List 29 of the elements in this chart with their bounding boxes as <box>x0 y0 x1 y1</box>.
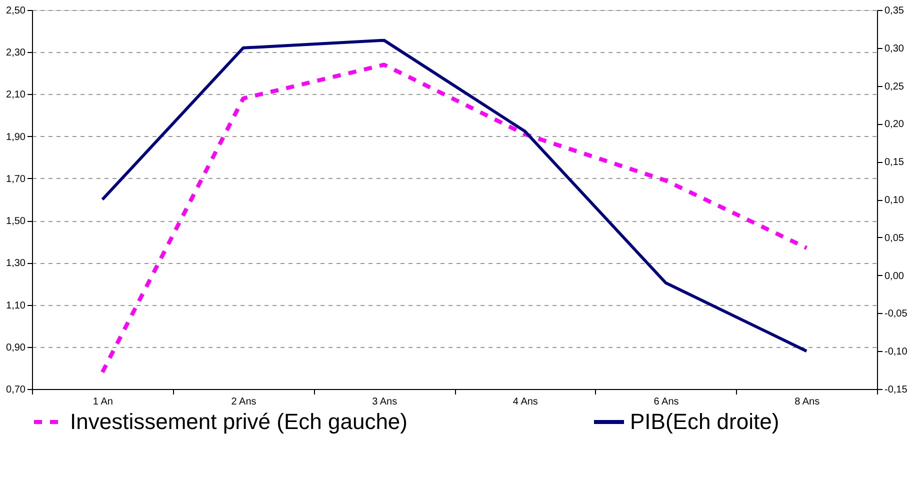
legend-label: Investissement privé (Ech gauche) <box>70 409 408 434</box>
y2-tick-label: 0,25 <box>884 81 904 92</box>
y2-tick-label: 0,05 <box>884 232 904 244</box>
y2-tick-label: 0,20 <box>884 119 904 130</box>
y-tick-label: 2,10 <box>6 90 26 101</box>
y-tick-label: 2,30 <box>6 48 26 59</box>
x-tick-label: 3 Ans <box>372 396 398 408</box>
y2-tick-label: 0,10 <box>884 195 904 206</box>
x-tick-label: 2 Ans <box>231 396 256 408</box>
y-tick-label: 1,70 <box>6 174 26 185</box>
x-tick-label: 8 Ans <box>794 396 820 408</box>
y-tick-label: 1,10 <box>6 300 26 312</box>
y2-tick-label: -0,15 <box>884 384 908 396</box>
y2-tick-label: -0,10 <box>884 346 908 358</box>
y2-tick-label: 0,35 <box>884 6 904 16</box>
x-tick-label: 4 Ans <box>512 396 538 408</box>
y2-tick-label: 0,00 <box>884 270 904 282</box>
y-tick-label: 1,30 <box>6 258 26 270</box>
x-tick-label: 6 Ans <box>654 396 679 408</box>
y-tick-label: 0,90 <box>6 342 26 354</box>
y2-tick-label: 0,15 <box>884 157 904 168</box>
legend-label: PIB(Ech droite) <box>630 409 780 434</box>
y-tick-label: 2,50 <box>6 6 26 16</box>
y-tick-label: 1,90 <box>6 132 26 143</box>
x-tick-label: 1 An <box>92 396 113 408</box>
y-tick-label: 1,50 <box>6 216 26 228</box>
y-tick-label: 0,70 <box>6 384 26 396</box>
y2-tick-label: 0,30 <box>884 43 904 54</box>
y2-tick-label: -0,05 <box>884 308 908 320</box>
